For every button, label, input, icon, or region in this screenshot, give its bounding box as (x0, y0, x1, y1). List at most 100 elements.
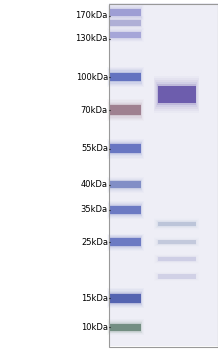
Bar (157, 257, 196, 261)
Bar (109, 323, 141, 332)
Bar (110, 73, 141, 82)
Bar (108, 17, 142, 28)
Bar (110, 32, 141, 38)
Bar (110, 181, 141, 188)
Bar (109, 4, 218, 346)
Bar (108, 29, 143, 41)
Bar (110, 294, 141, 302)
Bar (108, 29, 142, 41)
Bar (109, 70, 142, 84)
Bar (109, 19, 141, 27)
Bar (108, 5, 143, 19)
Bar (157, 274, 196, 279)
Bar (110, 324, 141, 331)
Bar (108, 290, 142, 306)
Bar (107, 16, 144, 30)
Bar (109, 8, 141, 16)
Bar (109, 31, 141, 39)
Bar (107, 201, 144, 219)
Bar (110, 206, 141, 214)
Bar (107, 4, 144, 20)
Bar (109, 7, 142, 18)
Bar (109, 237, 141, 247)
Bar (108, 178, 143, 192)
Bar (154, 238, 199, 247)
Text: 15kDa: 15kDa (81, 294, 108, 303)
Text: 130kDa: 130kDa (75, 34, 108, 43)
Bar (107, 139, 144, 159)
Text: 35kDa: 35kDa (81, 205, 108, 215)
Bar (108, 289, 143, 307)
Text: 55kDa: 55kDa (81, 144, 108, 153)
Bar (156, 273, 197, 280)
Bar (110, 9, 141, 16)
Text: 40kDa: 40kDa (81, 180, 108, 189)
Bar (109, 103, 142, 118)
Bar (108, 320, 143, 334)
Bar (109, 204, 142, 216)
Bar (156, 256, 197, 262)
Bar (156, 220, 197, 228)
Bar (155, 239, 198, 246)
Bar (155, 80, 198, 109)
Bar (109, 180, 142, 190)
Bar (154, 272, 199, 281)
Bar (155, 273, 198, 280)
Bar (154, 218, 199, 230)
Bar (108, 141, 142, 156)
Bar (107, 28, 144, 42)
Bar (109, 322, 142, 332)
Bar (156, 239, 197, 245)
Bar (108, 69, 142, 85)
Bar (157, 86, 196, 103)
Bar (155, 256, 198, 262)
Bar (109, 237, 142, 248)
Bar (108, 102, 142, 119)
Bar (109, 293, 141, 304)
Bar (108, 203, 142, 217)
Bar (156, 82, 197, 107)
Bar (107, 288, 144, 308)
Bar (157, 222, 196, 226)
Bar (108, 100, 143, 120)
Bar (108, 140, 143, 158)
Text: 70kDa: 70kDa (81, 106, 108, 115)
Bar (107, 99, 144, 121)
Bar (109, 143, 141, 154)
Bar (108, 321, 142, 333)
Bar (108, 178, 142, 191)
Bar (157, 84, 196, 105)
Bar (107, 177, 144, 192)
Bar (154, 254, 199, 264)
Bar (108, 234, 143, 250)
Bar (108, 68, 143, 86)
Bar (107, 319, 144, 335)
Bar (110, 20, 141, 26)
Bar (108, 202, 143, 218)
Bar (109, 104, 141, 116)
Bar (154, 255, 199, 263)
Bar (109, 30, 142, 40)
Bar (154, 219, 199, 229)
Bar (157, 274, 196, 279)
Bar (108, 16, 143, 29)
Bar (109, 142, 142, 155)
Bar (154, 76, 199, 113)
Bar (155, 220, 198, 228)
Bar (157, 221, 196, 227)
Bar (154, 78, 199, 111)
Bar (110, 238, 141, 246)
Bar (157, 256, 196, 262)
Bar (110, 105, 141, 115)
Bar (157, 240, 196, 244)
Bar (107, 67, 144, 87)
Text: 25kDa: 25kDa (81, 238, 108, 247)
Bar (110, 144, 141, 153)
Bar (154, 238, 199, 246)
Bar (109, 18, 142, 27)
Text: 170kDa: 170kDa (75, 11, 108, 20)
Bar (157, 239, 196, 245)
Bar (154, 272, 199, 281)
Text: 100kDa: 100kDa (76, 72, 108, 82)
Bar (107, 233, 144, 251)
